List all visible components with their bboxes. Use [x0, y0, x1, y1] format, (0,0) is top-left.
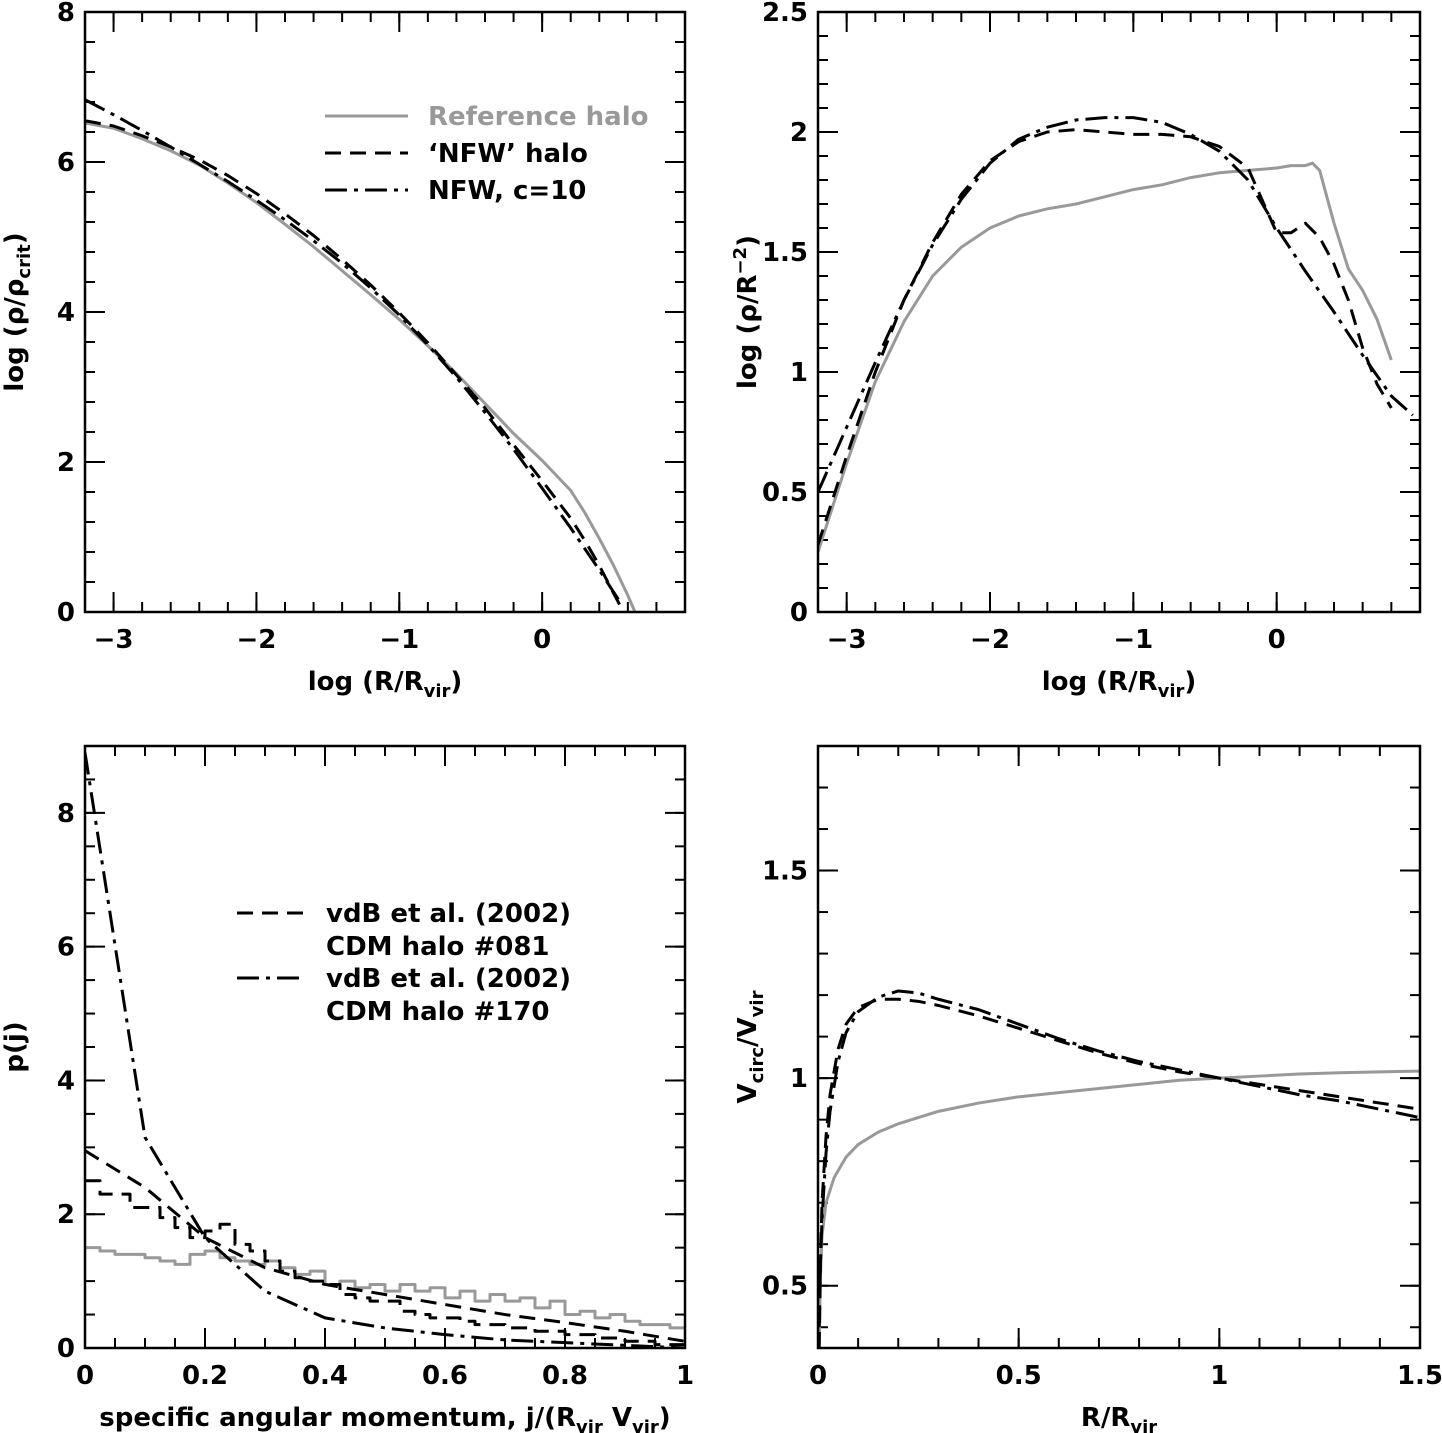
chart-p2: −3 −2 −1 0 0 0.5 1 1.5 2 2.5 log (R/Rvir) log (ρ/R−…: [730, 0, 1422, 702]
y-tick-label: 2: [790, 118, 808, 148]
x-tick-label: −1: [1113, 625, 1153, 655]
series-line-2: [818, 989, 1420, 1328]
series-line-2: [85, 98, 622, 604]
y-tick-label: 8: [57, 799, 75, 829]
y-axis-label: log (ρ/R−2): [730, 235, 763, 389]
x-tick-label: 0.8: [542, 1361, 588, 1391]
x-tick-label: 0.4: [302, 1361, 348, 1391]
plot-frame: [816, 10, 1422, 614]
x-tick-label: −3: [827, 625, 867, 655]
y-axis-label: Vcirc/Vvir: [733, 990, 768, 1103]
y-tick-label: 0.5: [762, 1272, 808, 1302]
y-tick-label: 4: [57, 1066, 75, 1096]
x-tick-label: 1: [676, 1361, 694, 1391]
y-tick-label: 0: [790, 598, 808, 628]
x-axis-label: log (R/Rvir): [308, 667, 463, 702]
plot-frame: [83, 10, 687, 614]
series-line-1: [818, 128, 1393, 546]
y-tick-label: 1.5: [762, 857, 808, 887]
x-tick-label: 0.2: [182, 1361, 228, 1391]
minor-ticks: [817, 745, 1421, 1348]
series-line-1: [818, 997, 1420, 1348]
plot-frame: [816, 744, 1422, 1350]
y-tick-label: 6: [57, 148, 75, 178]
legend-label-0: vdB et al. (2002): [326, 899, 571, 929]
y-tick-label: 6: [57, 933, 75, 963]
plot-frame: [83, 744, 687, 1350]
x-tick-label: 1: [1210, 1361, 1228, 1391]
legend-label-1: vdB et al. (2002): [326, 964, 571, 994]
x-tick-label: 1.5: [1397, 1361, 1442, 1391]
legend-label-2: NFW, c=10: [428, 176, 586, 206]
y-tick-label: 0: [57, 1334, 75, 1364]
y-tick-label: 2.5: [762, 0, 808, 28]
x-tick-label: −2: [970, 625, 1010, 655]
y-tick-label: 0.5: [762, 478, 808, 508]
y-tick-label: 1: [790, 358, 808, 388]
y-tick-label: 4: [57, 298, 75, 328]
chart-p1: −3 −2 −1 0 0 2 4 6 8 log (R/Rvir) log (ρ/ρcrit) Ref…: [0, 0, 687, 702]
x-tick-label: 0: [76, 1361, 94, 1391]
y-tick-label: 2: [57, 448, 75, 478]
plot-area: [818, 116, 1414, 553]
series-line-1: [85, 1179, 685, 1347]
x-tick-label: 0: [1268, 625, 1286, 655]
legend-label-0: Reference halo: [428, 102, 649, 132]
chart-p4: 0 0.5 1 1.5 0.5 1 1.5 R/Rvir Vcirc/Vvir: [733, 744, 1442, 1433]
x-tick-label: −2: [236, 625, 276, 655]
x-axis-label: log (R/Rvir): [1042, 667, 1197, 702]
plot-area: [85, 752, 685, 1348]
legend-sublabel-0: CDM halo #081: [326, 932, 550, 962]
y-tick-label: 8: [57, 0, 75, 28]
y-axis-label: log (ρ/ρcrit): [0, 232, 35, 391]
x-tick-label: 0.5: [996, 1361, 1042, 1391]
legend-label-1: ‘NFW’ halo: [428, 139, 588, 169]
minor-ticks: [84, 745, 686, 1349]
plot-area: [85, 98, 637, 612]
series-line-3: [85, 752, 685, 1348]
x-axis-label: specific angular momentum, j/(Rvir Vvir): [99, 1403, 670, 1433]
series-line-2: [818, 116, 1414, 493]
series-line-2: [85, 1149, 685, 1343]
y-axis-label: p(j): [0, 1021, 30, 1072]
plot-area: [818, 989, 1420, 1348]
x-tick-label: −3: [94, 625, 134, 655]
series-line-1: [85, 119, 625, 612]
y-tick-label: 2: [57, 1200, 75, 1230]
series-line-0: [818, 1069, 1420, 1344]
y-tick-label: 1: [790, 1064, 808, 1094]
x-axis-label: R/Rvir: [1081, 1403, 1157, 1433]
legend-sublabel-1: CDM halo #170: [326, 997, 550, 1027]
legend: Reference halo ‘NFW’ halo NFW, c=10: [325, 102, 649, 206]
y-tick-label: 1.5: [762, 238, 808, 268]
x-tick-label: −1: [379, 625, 419, 655]
x-tick-label: 0.6: [422, 1361, 468, 1391]
series-line-0: [85, 1246, 685, 1330]
chart-p3: 0 0.2 0.4 0.6 0.8 1 0 2 4 6 8 specific angular mome…: [0, 744, 694, 1433]
x-tick-label: 0: [809, 1361, 827, 1391]
series-line-0: [818, 161, 1393, 553]
y-tick-label: 0: [57, 598, 75, 628]
x-tick-label: 0: [533, 625, 551, 655]
